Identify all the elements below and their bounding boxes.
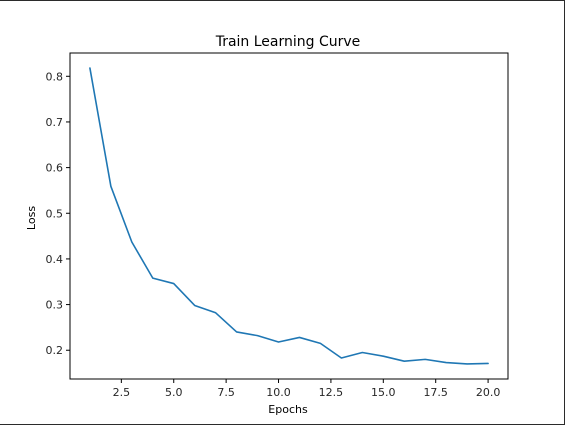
data-point (194, 305, 196, 307)
data-point (403, 360, 405, 362)
y-tick-label: 0.5 (46, 207, 64, 220)
data-point (131, 241, 133, 243)
x-tick-label: 7.5 (217, 386, 235, 399)
data-point (299, 337, 301, 339)
data-point (110, 186, 112, 188)
x-tick-label: 17.5 (423, 386, 448, 399)
data-point (257, 335, 259, 337)
data-point (445, 362, 447, 364)
y-tick-label: 0.2 (46, 344, 64, 357)
y-tick-label: 0.7 (46, 116, 64, 129)
data-point (152, 277, 154, 279)
y-axis-label: Loss (25, 206, 38, 230)
axes-frame (69, 52, 509, 380)
data-point (466, 363, 468, 365)
x-tick-label: 20.0 (476, 386, 501, 399)
data-point (424, 359, 426, 361)
data-point (236, 331, 238, 333)
data-point (215, 312, 217, 314)
x-axis-label: Epochs (268, 403, 308, 416)
data-point (487, 363, 489, 365)
x-tick-label: 12.5 (319, 386, 344, 399)
y-tick-label: 0.3 (46, 299, 64, 312)
x-tick-label: 5.0 (165, 386, 183, 399)
y-tick-label: 0.8 (46, 70, 64, 83)
x-tick-label: 2.5 (113, 386, 131, 399)
data-point (341, 357, 343, 359)
data-point (320, 343, 322, 345)
data-point (383, 355, 385, 357)
x-tick-label: 15.0 (371, 386, 396, 399)
x-tick-label: 10.0 (266, 386, 291, 399)
plot-area: 2.5 5.0 7.5 10.0 12.5 15.0 17.5 20.0 0.2 0.3 0.4 0.… (46, 52, 509, 399)
data-point (89, 67, 91, 69)
data-point (278, 341, 280, 343)
data-point (173, 283, 175, 285)
series-line (89, 67, 489, 365)
y-tick-label: 0.6 (46, 162, 64, 175)
data-point (362, 352, 364, 354)
y-tick-label: 0.4 (46, 253, 64, 266)
chart-title: Train Learning Curve (215, 34, 361, 50)
